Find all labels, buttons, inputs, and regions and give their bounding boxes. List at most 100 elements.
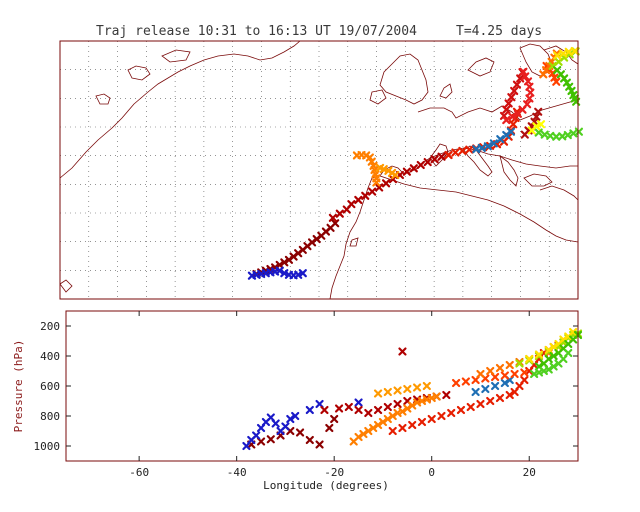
pressure-trajectory-point: [398, 407, 407, 416]
pressure-trajectory-point: [403, 384, 412, 394]
map-trajectory-point: [534, 128, 543, 137]
pressure-trajectory-point: [359, 429, 368, 439]
map-trajectory-point: [416, 160, 425, 170]
coastline-path: [349, 237, 359, 247]
map-graticule: [60, 41, 578, 299]
map-trajectory-point: [504, 99, 513, 108]
map-trajectory-point: [506, 127, 516, 136]
pressure-trajectory-point: [305, 405, 314, 415]
pressure-trajectory-point: [544, 365, 553, 374]
map-trajectories: [247, 46, 584, 280]
pressure-trajectory-point: [456, 405, 466, 415]
coastline-path: [59, 279, 73, 293]
pressure-trajectory-point: [378, 417, 388, 427]
map-trajectory-point: [532, 122, 541, 131]
map-background: [60, 41, 578, 299]
pressure-trajectory-point: [295, 428, 305, 437]
coastline-path: [429, 143, 449, 167]
pressure-trajectory-point: [364, 408, 373, 418]
pressure-trajectory-point: [393, 399, 402, 409]
pressure-trajectories: [242, 327, 583, 451]
map-trajectory-point: [362, 151, 371, 160]
pressure-trajectory-point: [252, 431, 261, 440]
pressure-trajectory-point: [505, 390, 514, 400]
map-trajectory-point: [368, 187, 377, 196]
map-trajectory-point: [402, 167, 411, 176]
pressure-trajectory-point: [505, 360, 514, 370]
pressure-trajectory-point: [266, 435, 275, 444]
pressure-trajectory-point: [451, 378, 461, 388]
pressure-trajectory-point: [427, 414, 436, 424]
pressure-trajectory-point: [442, 390, 451, 400]
map-trajectory-point: [510, 86, 519, 96]
pressure-trajectory-point: [408, 401, 417, 410]
map-trajectory-point: [365, 153, 374, 162]
x-tick-label: 20: [523, 466, 536, 479]
y-tick-label: 1000: [34, 440, 61, 453]
pressure-trajectory-point: [495, 393, 505, 403]
pressure-trajectory-point: [520, 368, 529, 377]
map-trajectory-point: [437, 152, 446, 161]
coastline-path: [379, 175, 579, 243]
coastline-path: [417, 99, 579, 121]
map-trajectory-point: [328, 213, 337, 222]
map-trajectory-point: [499, 111, 509, 121]
pressure-trajectory-point: [549, 351, 558, 361]
pressure-trajectory-point: [398, 423, 407, 433]
map-trajectory-point: [523, 77, 533, 86]
map-trajectory-point: [375, 183, 384, 192]
map-trajectory-point: [388, 175, 398, 184]
coastline-path: [463, 145, 493, 177]
pressure-trajectory-point: [412, 383, 422, 392]
pressure-trajectory-point: [476, 369, 485, 379]
map-trajectory-point: [391, 170, 400, 180]
coastline-path: [161, 49, 191, 63]
map-trajectory-point: [574, 127, 584, 136]
y-tick-label: 400: [40, 350, 60, 363]
map-trajectory-point: [275, 266, 284, 275]
map-frame: [59, 40, 579, 300]
map-trajectory-point: [372, 178, 381, 187]
pressure-trajectory-point: [525, 354, 534, 364]
x-tick-label: -40: [227, 466, 247, 479]
map-trajectory-point: [523, 100, 532, 109]
map-trajectory-point: [451, 148, 460, 157]
pressure-trajectory-point: [422, 381, 431, 391]
pressure-trajectory-point: [383, 402, 392, 412]
pressure-trajectory-point: [354, 405, 363, 415]
map-trajectory-point: [534, 107, 543, 116]
coastline-path: [59, 40, 301, 179]
coastline-path: [523, 173, 553, 187]
pressure-trajectory-point: [325, 423, 334, 433]
pressure-trajectory-point: [500, 371, 509, 380]
pressure-trajectory-point: [286, 414, 295, 424]
map-trajectory-point: [502, 115, 511, 125]
pressure-trajectory-point: [437, 411, 446, 421]
map-trajectory-point: [423, 157, 432, 167]
pressure-trajectory-point: [334, 404, 344, 413]
map-panel: [59, 40, 584, 300]
pressure-trajectory-point: [344, 402, 353, 412]
map-trajectory-point: [384, 166, 393, 175]
pressure-trajectory-point: [432, 392, 441, 401]
pressure-trajectory-point: [315, 440, 324, 449]
pressure-trajectory-point: [354, 432, 363, 442]
map-trajectory-point: [507, 93, 516, 102]
map-trajectory-point: [489, 139, 498, 148]
pressure-trajectory-point: [481, 384, 490, 394]
pressure-trajectory-point: [271, 419, 280, 428]
map-trajectory-point: [298, 269, 307, 278]
pressure-trajectory-point: [466, 402, 475, 412]
chart-title-duration: T=4.25 days: [456, 24, 542, 39]
map-trajectory-point: [430, 155, 439, 164]
pressure-trajectory-point: [569, 327, 578, 337]
pressure-trajectory-point: [486, 396, 495, 406]
coastline-path: [329, 177, 373, 300]
pressure-trajectory-point: [398, 347, 407, 356]
coastline-path: [499, 155, 519, 187]
pressure-trajectory-point: [383, 387, 392, 397]
map-trajectory-point: [519, 67, 528, 76]
pressure-trajectory-point: [354, 398, 363, 407]
map-trajectory-point: [552, 132, 561, 141]
